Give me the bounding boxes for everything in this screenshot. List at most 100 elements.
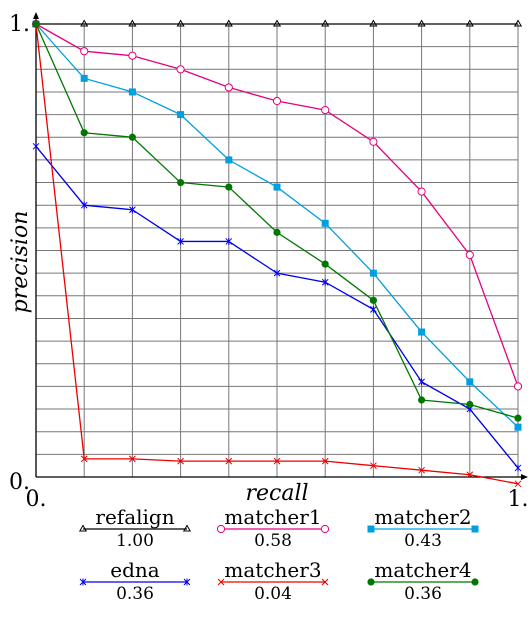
legend-label: refalign [95, 505, 174, 529]
data-point-refalign [80, 19, 89, 27]
data-point-matcher1 [224, 83, 233, 92]
grid [36, 24, 519, 477]
data-point-refalign [417, 19, 426, 27]
y-axis-arrow [33, 12, 39, 19]
series-matcher4 [32, 20, 522, 422]
data-point-matcher4 [225, 183, 233, 191]
legend-label: matcher3 [224, 558, 321, 582]
data-point-matcher4 [128, 133, 136, 141]
legend-score: 0.36 [116, 584, 154, 604]
data-point-matcher3 [370, 462, 377, 470]
legend-marker [182, 524, 192, 532]
tick-labels: 1. 0. 0. 1. [9, 12, 529, 512]
data-point-matcher4 [273, 228, 281, 236]
x-axis-arrow [521, 474, 528, 480]
legend-label: matcher2 [374, 505, 471, 529]
data-point-matcher3 [418, 466, 425, 474]
legend-marker [216, 524, 226, 534]
data-point-matcher1 [321, 105, 330, 115]
data-point-edna [370, 305, 377, 313]
legend-marker [79, 578, 87, 586]
data-point-matcher2 [514, 423, 522, 431]
data-point-edna [177, 237, 184, 245]
data-point-matcher1 [465, 250, 474, 260]
data-point-edna [32, 142, 40, 150]
legend-marker [471, 578, 479, 586]
data-point-matcher1 [513, 382, 523, 391]
data-point-refalign [369, 19, 378, 27]
data-point-matcher4 [177, 178, 185, 187]
data-point-matcher2 [418, 328, 426, 336]
data-point-matcher2 [225, 156, 233, 164]
data-point-matcher1 [128, 51, 137, 60]
y-axis-label: precision [8, 211, 33, 314]
data-point-refalign [224, 19, 233, 27]
legend-marker [183, 578, 191, 586]
data-point-matcher2 [177, 111, 185, 119]
data-point-matcher1 [417, 187, 426, 196]
data-point-refalign [513, 19, 523, 27]
series-layer [31, 19, 523, 488]
data-point-edna [129, 206, 136, 214]
legend-label: matcher1 [224, 505, 321, 529]
legend-score: 0.58 [254, 531, 292, 551]
data-point-matcher3 [466, 471, 474, 479]
data-point-matcher4 [418, 396, 426, 404]
data-point-refalign [465, 19, 474, 27]
data-point-matcher3 [321, 457, 329, 465]
legend-score: 0.36 [404, 584, 442, 604]
data-point-matcher2 [321, 219, 329, 227]
y-tick-label-top: 1. [9, 12, 30, 37]
data-point-matcher3 [129, 455, 136, 463]
legend-marker [321, 578, 329, 586]
data-point-matcher2 [466, 378, 474, 386]
data-point-matcher2 [80, 74, 88, 82]
x-tick-label-right: 1. [508, 487, 529, 512]
data-point-matcher3 [80, 455, 88, 463]
legend-marker [367, 525, 375, 533]
legend-marker [320, 524, 330, 534]
series-matcher2 [32, 20, 522, 431]
data-point-edna [225, 237, 233, 245]
data-point-matcher4 [32, 20, 40, 28]
data-point-matcher2 [128, 88, 136, 96]
data-point-matcher4 [466, 400, 474, 409]
data-point-matcher3 [177, 457, 184, 465]
data-point-matcher1 [272, 96, 282, 106]
y-tick-label-bottom: 0. [9, 470, 30, 495]
series-refalign [31, 19, 523, 27]
data-point-matcher2 [273, 183, 281, 191]
data-point-refalign [321, 19, 330, 27]
legend-marker [78, 524, 88, 532]
legend-label: matcher4 [374, 558, 471, 582]
data-point-edna [514, 464, 522, 472]
data-point-matcher1 [369, 137, 378, 146]
legend-score: 1.00 [116, 531, 154, 551]
axes [33, 12, 528, 480]
data-point-edna [273, 269, 281, 277]
data-point-matcher4 [369, 296, 377, 304]
data-point-matcher2 [369, 269, 377, 277]
data-point-matcher4 [80, 129, 88, 137]
legend-marker [217, 578, 225, 586]
legend-marker [471, 525, 479, 533]
legend-score: 0.04 [254, 584, 292, 604]
data-point-refalign [272, 19, 282, 27]
data-point-matcher4 [514, 414, 522, 422]
data-point-refalign [176, 19, 185, 27]
data-point-edna [80, 201, 88, 209]
data-point-matcher1 [176, 65, 185, 74]
x-axis-label: recall [245, 481, 308, 506]
data-point-matcher3 [225, 457, 233, 465]
series-edna [32, 142, 522, 472]
data-point-matcher4 [321, 260, 329, 268]
legend-label: edna [110, 558, 160, 582]
